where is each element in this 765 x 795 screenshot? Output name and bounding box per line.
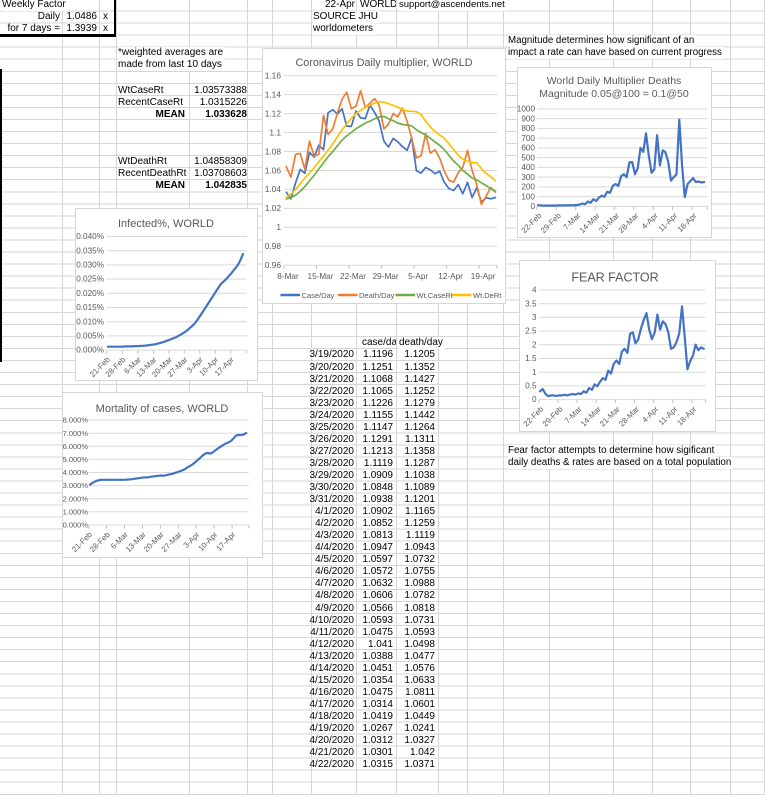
svg-text:0.96: 0.96 [265, 260, 282, 270]
svg-text:19-Apr: 19-Apr [471, 272, 496, 281]
svg-text:500: 500 [521, 153, 535, 162]
svg-text:700: 700 [521, 134, 535, 143]
svg-text:Infected%, WORLD: Infected%, WORLD [118, 218, 214, 230]
svg-text:800: 800 [521, 124, 535, 133]
svg-text:FEAR FACTOR: FEAR FACTOR [571, 271, 658, 285]
svg-text:1.06: 1.06 [265, 165, 282, 175]
svg-text:0.000%: 0.000% [76, 346, 104, 355]
svg-text:15-Mar: 15-Mar [308, 272, 334, 281]
svg-text:600: 600 [521, 144, 535, 153]
svg-text:0.040%: 0.040% [76, 232, 104, 241]
svg-text:1000: 1000 [517, 105, 535, 114]
svg-text:0.005%: 0.005% [76, 332, 104, 341]
svg-text:29-Mar: 29-Mar [373, 272, 399, 281]
svg-text:1.12: 1.12 [265, 108, 282, 118]
svg-text:0: 0 [530, 202, 535, 211]
svg-text:Coronavirus Daily multiplier,: Coronavirus Daily multiplier, WORLD [296, 57, 473, 69]
svg-text:0.000%: 0.000% [63, 521, 89, 530]
svg-text:6.000%: 6.000% [63, 442, 89, 451]
svg-text:0.025%: 0.025% [76, 275, 104, 284]
svg-text:100: 100 [521, 192, 535, 201]
svg-text:4: 4 [532, 286, 537, 295]
svg-text:Wt.DeRt: Wt.DeRt [473, 291, 502, 300]
svg-text:400: 400 [521, 163, 535, 172]
svg-text:1.04: 1.04 [265, 184, 282, 194]
svg-text:3: 3 [532, 313, 537, 322]
svg-text:0: 0 [532, 395, 537, 404]
svg-text:World Daily Multiplier Deaths: World Daily Multiplier Deaths [547, 75, 682, 87]
svg-text:1.000%: 1.000% [63, 507, 89, 516]
svg-text:200: 200 [521, 183, 535, 192]
svg-text:Magnitude 0.05@100 = 0.1@50: Magnitude 0.05@100 = 0.1@50 [539, 88, 689, 100]
svg-text:Case/Day: Case/Day [302, 291, 335, 300]
svg-text:22-Mar: 22-Mar [340, 272, 366, 281]
svg-text:8.000%: 8.000% [63, 416, 89, 425]
svg-text:1.14: 1.14 [265, 89, 282, 99]
svg-text:1.16: 1.16 [265, 71, 282, 81]
svg-text:0.010%: 0.010% [76, 317, 104, 326]
svg-text:0.015%: 0.015% [76, 303, 104, 312]
svg-text:8-Mar: 8-Mar [277, 272, 299, 281]
svg-text:12-Apr: 12-Apr [438, 272, 463, 281]
svg-text:5-Apr: 5-Apr [408, 272, 428, 281]
svg-text:1.1: 1.1 [269, 127, 281, 137]
svg-text:1: 1 [276, 222, 281, 232]
svg-text:0.5: 0.5 [525, 382, 537, 391]
svg-text:0.98: 0.98 [265, 241, 282, 251]
svg-text:2.000%: 2.000% [63, 494, 89, 503]
svg-text:5.000%: 5.000% [63, 455, 89, 464]
svg-text:1.5: 1.5 [525, 354, 537, 363]
svg-text:Wt.CaseRt: Wt.CaseRt [417, 291, 454, 300]
svg-text:3.5: 3.5 [525, 299, 537, 308]
svg-text:Mortality of cases, WORLD: Mortality of cases, WORLD [96, 403, 229, 415]
svg-text:4.000%: 4.000% [63, 468, 89, 477]
svg-text:7.000%: 7.000% [63, 429, 89, 438]
svg-text:0.020%: 0.020% [76, 289, 104, 298]
svg-text:300: 300 [521, 173, 535, 182]
svg-text:0.035%: 0.035% [76, 246, 104, 255]
svg-text:1.02: 1.02 [265, 203, 282, 213]
svg-text:Death/Day: Death/Day [359, 291, 395, 300]
svg-text:2.5: 2.5 [525, 327, 537, 336]
svg-text:900: 900 [521, 114, 535, 123]
svg-text:1.08: 1.08 [265, 146, 282, 156]
svg-text:3.000%: 3.000% [63, 481, 89, 490]
svg-text:1: 1 [532, 368, 537, 377]
svg-text:2: 2 [532, 340, 537, 349]
svg-text:0.030%: 0.030% [76, 261, 104, 270]
